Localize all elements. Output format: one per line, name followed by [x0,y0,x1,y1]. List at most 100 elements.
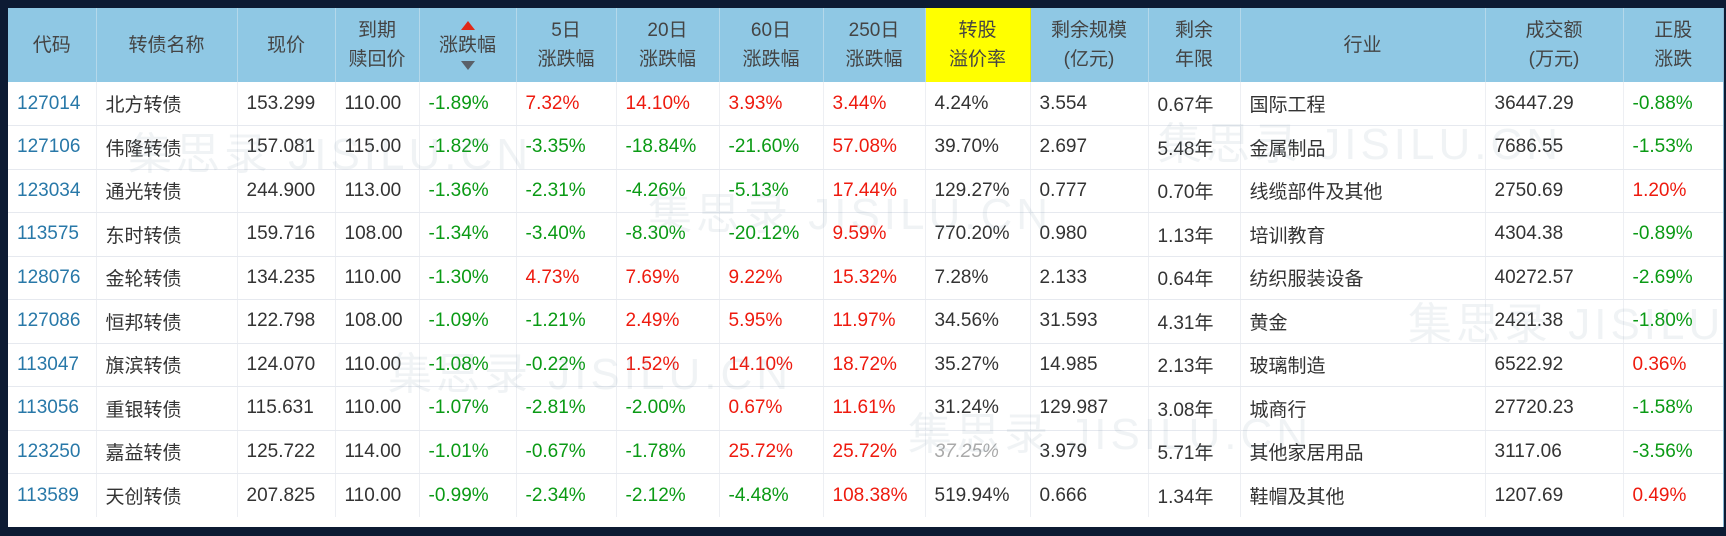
cell-change_60d: 14.10% [719,343,824,387]
header-text: 代码 [32,34,71,56]
header-stock_change[interactable]: 正股 涨跌 [1623,8,1723,82]
cell-turnover: 1207.69 [1485,473,1624,517]
header-label-stock_change: 正股 涨跌 [1624,17,1724,73]
cell-redeem_price: 110.00 [335,473,420,517]
cell-code[interactable]: 128076 [8,256,97,300]
cell-remaining_years: 0.64年 [1148,256,1241,300]
cell-code[interactable]: 113056 [8,386,97,431]
header-text: 赎回价 [348,49,406,70]
cell-code[interactable]: 113047 [8,343,97,387]
header-premium_rate[interactable]: 转股 溢价率 [925,8,1031,82]
cell-turnover: 2750.69 [1485,169,1624,213]
cell-change_5d: -2.34% [516,473,617,517]
cell-change_250d: 9.59% [823,212,926,257]
cell-change_60d: 0.67% [719,386,824,431]
cell-name[interactable]: 东时转债 [96,212,238,257]
cell-redeem_price: 108.00 [335,212,420,257]
cell-change_5d: -1.21% [516,299,617,344]
cell-name[interactable]: 伟隆转债 [96,125,238,170]
header-turnover[interactable]: 成交额 (万元) [1485,8,1624,82]
cell-industry: 培训教育 [1240,212,1486,257]
cell-change: -1.08% [419,343,517,387]
cell-premium_rate: 7.28% [925,256,1031,300]
cell-code[interactable]: 127106 [8,125,97,170]
table-row: 123250 嘉益转债 125.722 114.00 -1.01% -0.67% -1.78… [8,430,1723,474]
cell-code[interactable]: 113575 [8,212,97,257]
cell-premium_rate: 519.94% [925,473,1031,517]
header-change_5d[interactable]: 5日 涨跌幅 [516,8,617,82]
header-label-change: 涨跌幅 [420,20,516,70]
cell-turnover: 36447.29 [1485,82,1624,126]
cell-change: -1.36% [419,169,517,213]
header-name[interactable]: 转债名称 [96,8,238,82]
header-redeem_price[interactable]: 到期 赎回价 [335,8,420,82]
cell-name[interactable]: 重银转债 [96,386,238,431]
cell-code[interactable]: 123250 [8,430,97,474]
cell-change_5d: -3.40% [516,212,617,257]
cell-change: -1.09% [419,299,517,344]
cell-premium_rate: 4.24% [925,82,1031,126]
cell-stock_change: -1.58% [1623,386,1723,431]
cell-remaining_size: 31.593 [1030,299,1149,344]
cell-name[interactable]: 北方转债 [96,82,238,126]
sort-descending-icon[interactable] [460,60,475,70]
cell-industry: 黄金 [1240,299,1486,344]
cell-change: -1.82% [419,125,517,170]
header-change_60d[interactable]: 60日 涨跌幅 [719,8,824,82]
header-code[interactable]: 代码 [8,8,97,82]
table-row: 128076 金轮转债 134.235 110.00 -1.30% 4.73% 7.69% 9… [8,256,1723,300]
cell-price: 207.825 [237,473,336,517]
cell-change_20d: 7.69% [616,256,720,300]
cell-remaining_size: 0.980 [1030,212,1149,257]
table-row: 127014 北方转债 153.299 110.00 -1.89% 7.32% 14.10%… [8,82,1723,126]
cell-code[interactable]: 113589 [8,473,97,517]
header-label-change_20d: 20日 涨跌幅 [617,17,719,73]
header-remaining_years[interactable]: 剩余 年限 [1148,8,1241,82]
cell-remaining_years: 4.31年 [1148,299,1241,344]
cell-name[interactable]: 天创转债 [96,473,238,517]
cell-industry: 鞋帽及其他 [1240,473,1486,517]
header-remaining_size[interactable]: 剩余规模 (亿元) [1030,8,1149,82]
cell-name[interactable]: 通光转债 [96,169,238,213]
cell-code[interactable]: 127086 [8,299,97,344]
header-change_20d[interactable]: 20日 涨跌幅 [616,8,720,82]
cell-name[interactable]: 金轮转债 [96,256,238,300]
cell-name[interactable]: 旗滨转债 [96,343,238,387]
cell-name[interactable]: 恒邦转债 [96,299,238,344]
header-industry[interactable]: 行业 [1240,8,1486,82]
cell-price: 157.081 [237,125,336,170]
header-text: 转债名称 [128,34,205,56]
cell-change_5d: -0.67% [516,430,617,474]
cell-stock_change: -0.88% [1623,82,1723,126]
header-change[interactable]: 涨跌幅 [419,8,517,82]
header-text: 60日 [750,20,792,41]
cell-change_20d: -8.30% [616,212,720,257]
cell-code[interactable]: 127014 [8,82,97,126]
header-change_250d[interactable]: 250日 涨跌幅 [823,8,926,82]
cell-premium_rate: 770.20% [925,212,1031,257]
cell-remaining_size: 14.985 [1030,343,1149,387]
cell-stock_change: -0.89% [1623,212,1723,257]
table-row: 113589 天创转债 207.825 110.00 -0.99% -2.34% -2.12… [8,473,1723,517]
header-text: 正股 [1654,20,1693,41]
cell-change_250d: 11.61% [823,386,926,431]
cell-industry: 金属制品 [1240,125,1486,170]
cell-stock_change: -2.69% [1623,256,1723,300]
cell-change_60d: 25.72% [719,430,824,474]
cell-change_60d: -20.12% [719,212,824,257]
cell-remaining_size: 2.697 [1030,125,1149,170]
header-text: 涨跌 [1654,49,1693,70]
cell-remaining_size: 3.554 [1030,82,1149,126]
cell-name[interactable]: 嘉益转债 [96,430,238,474]
cell-redeem_price: 110.00 [335,386,420,431]
header-label-redeem_price: 到期 赎回价 [336,17,419,73]
cell-code[interactable]: 123034 [8,169,97,213]
header-price[interactable]: 现价 [237,8,336,82]
cell-remaining_years: 0.70年 [1148,169,1241,213]
cell-remaining_years: 5.48年 [1148,125,1241,170]
cell-change: -0.99% [419,473,517,517]
header-label-turnover: 成交额 (万元) [1486,17,1623,73]
cell-change: -1.30% [419,256,517,300]
cell-price: 115.631 [237,386,336,431]
sort-ascending-icon[interactable] [460,20,475,30]
